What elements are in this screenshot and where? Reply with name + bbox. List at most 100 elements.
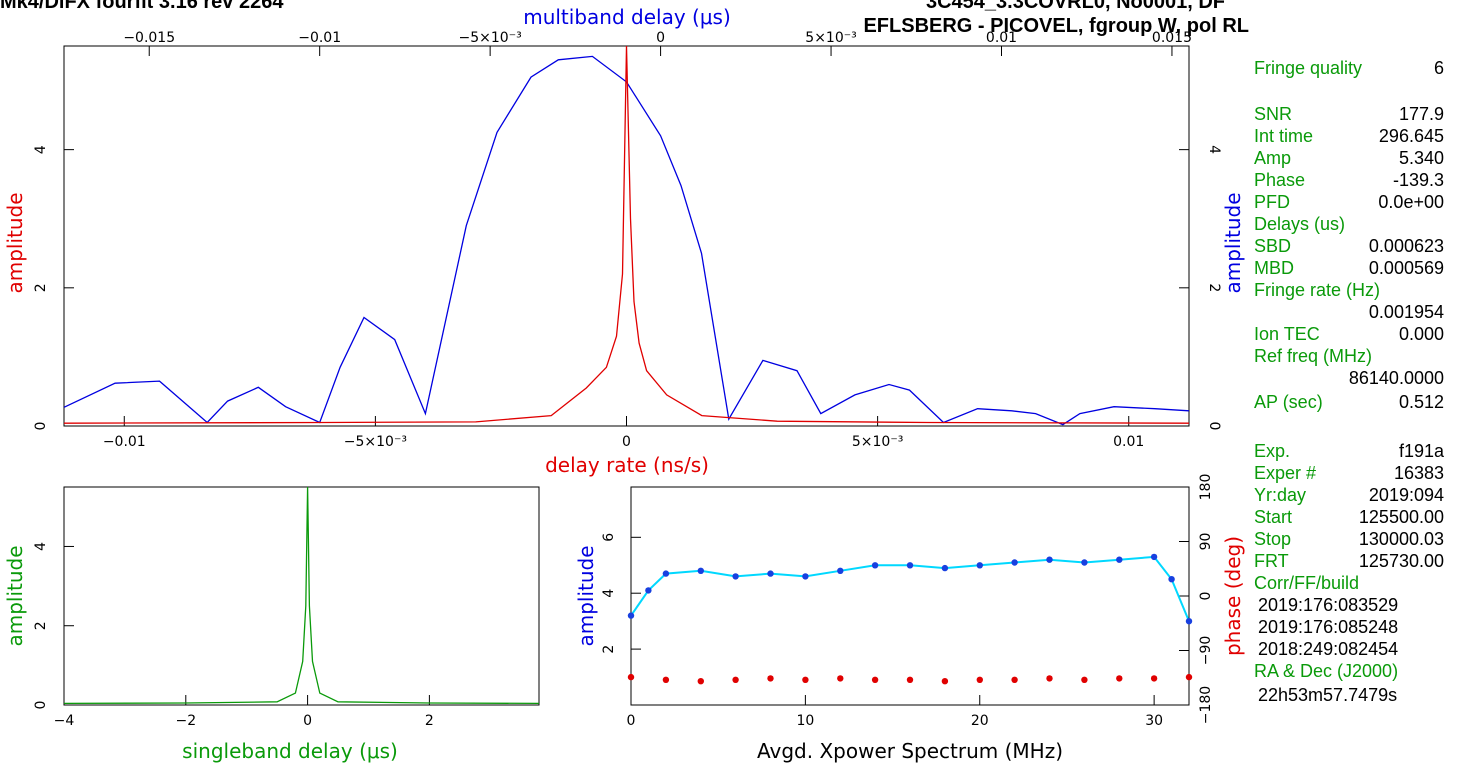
phase-value: -139.3 bbox=[1392, 170, 1444, 190]
fringe-quality-label: Fringe quality bbox=[1254, 58, 1363, 78]
xpower-phase-point bbox=[1046, 675, 1053, 682]
xpower-amplitude-point bbox=[1081, 559, 1088, 566]
build-value-row: 2018:249:082454 bbox=[1254, 638, 1444, 660]
xpower-phase-point bbox=[906, 676, 914, 683]
main-bottom-tick-label: −0.01 bbox=[103, 434, 146, 450]
xpower-y-tick-label: 6 bbox=[601, 533, 617, 542]
ref-freq-header: Ref freq (MHz) bbox=[1254, 345, 1444, 367]
phase-label: Phase bbox=[1254, 170, 1306, 190]
xpower-x-tick-label: 0 bbox=[627, 713, 636, 729]
singleband-delay-curve bbox=[63, 486, 540, 705]
xpower-plot-frame bbox=[630, 486, 1190, 706]
main-left-tick-label: 2 bbox=[33, 283, 49, 292]
singleband-x-axis: −4 −2 0 2 bbox=[54, 695, 434, 729]
snr-value: 177.9 bbox=[1398, 104, 1444, 124]
xpower-phase-point bbox=[1116, 675, 1123, 682]
xpower-series bbox=[627, 553, 1193, 685]
stop-row: Stop 130000.03 bbox=[1254, 528, 1444, 550]
fringe-rate-value: 0.001954 bbox=[1368, 302, 1444, 322]
xpower-phase-point bbox=[1011, 676, 1018, 683]
ion-tec-label: Ion TEC bbox=[1254, 324, 1320, 344]
singleband-x-tick-label: −4 bbox=[54, 713, 75, 729]
xpower-amplitude-point bbox=[627, 612, 635, 619]
singleband-series bbox=[63, 486, 540, 705]
singleband-x-tick-label: 0 bbox=[303, 713, 312, 729]
yr-day-value: 2019:094 bbox=[1368, 485, 1444, 505]
ref-freq-label: Ref freq (MHz) bbox=[1254, 346, 1373, 366]
start-value: 125500.00 bbox=[1358, 507, 1444, 527]
fringe-plot-canvas: Mk4/DiFX fourfit 3.16 rev 2264 3C454_3.3… bbox=[0, 0, 1249, 763]
xpower-amplitude-point bbox=[662, 570, 670, 577]
exper-num-row: Exper # 16383 bbox=[1254, 462, 1444, 484]
snr-label: SNR bbox=[1254, 104, 1293, 124]
delays-header: Delays (us) bbox=[1254, 213, 1444, 235]
xpower-y-tick-label: 4 bbox=[601, 589, 617, 598]
main-top-tick-label: 5×10⁻³ bbox=[805, 30, 856, 46]
exp-value: f191a bbox=[1398, 441, 1444, 461]
xpower-amplitude-point bbox=[1046, 556, 1053, 563]
snr-row: SNR 177.9 bbox=[1254, 103, 1444, 125]
xpower-amplitude-point bbox=[906, 562, 914, 569]
xpower-phase-tick-label: −90 bbox=[1198, 636, 1214, 666]
start-row: Start 125500.00 bbox=[1254, 506, 1444, 528]
sbd-row: SBD 0.000623 bbox=[1254, 235, 1444, 257]
frt-label: FRT bbox=[1254, 551, 1289, 571]
xpower-phase-tick-label: 90 bbox=[1198, 533, 1214, 551]
xpower-amplitude-point bbox=[1011, 559, 1018, 566]
ra-value: 22h53m57.7479s bbox=[1258, 685, 1398, 705]
xpower-amplitude-point bbox=[1168, 576, 1175, 583]
left-title: Mk4/DiFX fourfit 3.16 rev 2264 bbox=[0, 0, 284, 13]
radec-value-row: 22h53m57.7479s bbox=[1254, 684, 1444, 706]
main-bottom-axis: −0.01 −5×10⁻³ 0 5×10⁻³ 0.01 bbox=[103, 416, 1144, 450]
fringe-info-panel: Fringe quality 6 SNR 177.9 Int time 296.… bbox=[1254, 0, 1460, 769]
ap-label: AP (sec) bbox=[1254, 392, 1323, 412]
xpower-y-tick-label: 2 bbox=[601, 645, 617, 654]
xpower-phase-tick-label: −180 bbox=[1198, 686, 1214, 724]
main-top-tick-label: −0.015 bbox=[123, 30, 175, 46]
xpower-phase-point bbox=[662, 676, 670, 683]
xpower-phase-tick-label: 0 bbox=[1198, 592, 1214, 601]
singleband-amplitude-label: amplitude bbox=[3, 545, 27, 646]
main-top-tick-label: 0.01 bbox=[986, 30, 1017, 46]
main-top-tick-label: −5×10⁻³ bbox=[459, 30, 522, 46]
singleband-x-tick-label: 2 bbox=[425, 713, 434, 729]
ff-value-row: 2019:176:085248 bbox=[1254, 616, 1444, 638]
xpower-phase-axis: −180 −90 0 90 180 bbox=[1179, 474, 1214, 724]
build-date: 2018:249:082454 bbox=[1258, 639, 1399, 659]
corr-header: Corr/FF/build bbox=[1254, 572, 1444, 594]
fringe-rate-row: 0.001954 bbox=[1254, 301, 1444, 323]
xpower-phase-point bbox=[837, 675, 844, 682]
right-title: 3C454_3.3COVRL0, No0001, DF bbox=[926, 0, 1225, 13]
xpower-x-tick-label: 30 bbox=[1145, 713, 1163, 729]
multiband-delay-label: multiband delay (μs) bbox=[523, 5, 731, 29]
xpower-y-axis: 2 4 6 bbox=[601, 533, 641, 654]
xpower-phase-point bbox=[976, 676, 983, 683]
delay-rate-curve bbox=[63, 45, 1190, 424]
main-top-tick-label: 0 bbox=[656, 30, 665, 46]
main-bottom-tick-label: 0 bbox=[622, 434, 631, 450]
xpower-amplitude-point bbox=[732, 573, 739, 580]
sbd-label: SBD bbox=[1254, 236, 1292, 256]
ff-date: 2019:176:085248 bbox=[1258, 617, 1399, 637]
exper-num-value: 16383 bbox=[1393, 463, 1444, 483]
main-left-tick-label: 4 bbox=[33, 145, 49, 154]
amp-label: Amp bbox=[1254, 148, 1292, 168]
xpower-x-tick-label: 10 bbox=[796, 713, 814, 729]
int-time-value: 296.645 bbox=[1378, 126, 1444, 146]
xpower-amplitude-point bbox=[1185, 618, 1193, 625]
xpower-phase-point bbox=[802, 676, 809, 683]
xpower-x-axis: 0 10 20 30 bbox=[627, 695, 1163, 729]
pfd-row: PFD 0.0e+00 bbox=[1254, 191, 1444, 213]
main-top-axis: −0.015 −0.01 −5×10⁻³ 0 5×10⁻³ 0.01 0.015 bbox=[123, 30, 1192, 56]
yr-day-row: Yr:day 2019:094 bbox=[1254, 484, 1444, 506]
xpower-amplitude-point bbox=[645, 587, 652, 594]
exp-label: Exp. bbox=[1254, 441, 1291, 461]
corr-label: Corr/FF/build bbox=[1254, 573, 1360, 593]
xpower-amplitude-point bbox=[871, 562, 879, 569]
start-label: Start bbox=[1254, 507, 1293, 527]
xpower-phase-point bbox=[767, 675, 774, 682]
main-right-tick-label: 0 bbox=[1206, 422, 1222, 431]
xpower-amplitude-point bbox=[802, 573, 809, 580]
mbd-value: 0.000569 bbox=[1368, 258, 1444, 278]
ion-tec-row: Ion TEC 0.000 bbox=[1254, 323, 1444, 345]
